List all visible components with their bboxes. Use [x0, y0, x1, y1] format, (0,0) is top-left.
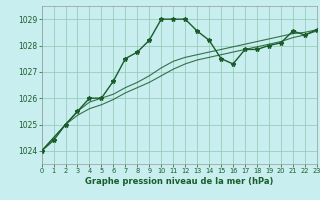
- X-axis label: Graphe pression niveau de la mer (hPa): Graphe pression niveau de la mer (hPa): [85, 177, 273, 186]
